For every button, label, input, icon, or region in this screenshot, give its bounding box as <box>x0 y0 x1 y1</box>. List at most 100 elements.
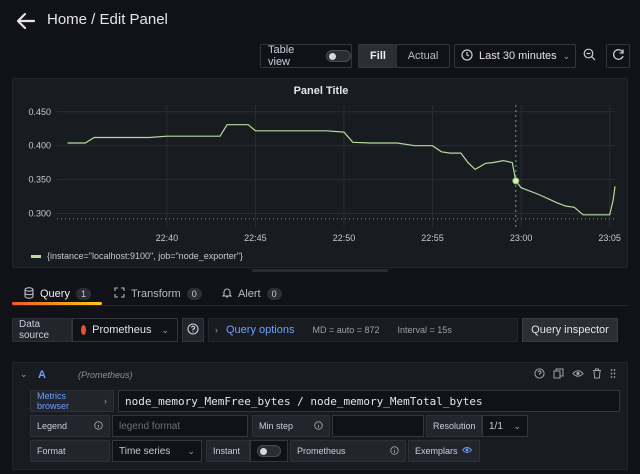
resolution-value: 1/1 <box>489 420 503 432</box>
x-tick-label: 22:40 <box>156 233 179 243</box>
bell-icon <box>221 287 233 301</box>
min-step-input[interactable] <box>332 415 424 437</box>
time-series-chart: 0.300 0.350 0.400 0.450 22:40 22:45 22:50 22:55… <box>28 105 621 243</box>
tab-query-label: Query <box>40 288 70 300</box>
time-range-picker[interactable]: Last 30 minutes ⌄ <box>454 44 576 68</box>
query-inspector-button[interactable]: Query inspector <box>522 318 618 342</box>
interval-text: Interval = 15s <box>397 325 452 335</box>
fill-button[interactable]: Fill <box>359 45 397 67</box>
query-actions <box>534 368 616 382</box>
query-header[interactable]: ⌄ A (Prometheus) <box>12 364 628 386</box>
info-circle-icon <box>94 420 103 432</box>
chart-legend[interactable]: {instance="localhost:9100", job="node_ex… <box>31 251 243 261</box>
drag-handle-icon[interactable] <box>610 368 616 382</box>
legend-placeholder: legend format <box>119 420 181 432</box>
chevron-down-icon: ⌄ <box>187 445 195 456</box>
legend-field-text: Legend <box>37 421 68 431</box>
datasource-label: Data source <box>12 318 72 342</box>
database-icon <box>24 286 34 302</box>
x-tick-label: 22:45 <box>244 233 267 243</box>
chevron-down-icon: ⌄ <box>562 50 571 61</box>
exemplars-label: Exemplars <box>408 440 480 462</box>
format-value: Time series <box>119 445 171 457</box>
tab-query-count: 1 <box>75 288 91 300</box>
tab-transform[interactable]: Transform 0 <box>114 282 202 306</box>
tab-transform-count: 0 <box>186 288 202 300</box>
chevron-down-icon: ⌄ <box>513 420 521 431</box>
query-expression: node_memory_MemFree_bytes / node_memory_… <box>125 394 483 408</box>
chevron-right-icon: › <box>215 325 218 335</box>
tab-query[interactable]: Query 1 <box>24 282 91 306</box>
clock-icon <box>461 48 473 64</box>
y-tick-label: 0.400 <box>28 141 51 151</box>
collapse-chevron-icon[interactable]: ⌄ <box>20 369 28 379</box>
y-tick-label: 0.350 <box>28 175 51 185</box>
legend-field-label: Legend <box>30 415 110 437</box>
x-tick-label: 23:05 <box>598 233 621 243</box>
time-range-label: Last 30 minutes <box>479 50 557 62</box>
active-tab-indicator <box>12 302 102 305</box>
series-line <box>67 124 616 216</box>
duplicate-icon[interactable] <box>553 368 564 382</box>
panel-preview: Panel Title 0.300 0.350 0.400 0.450 22:40 22:… <box>12 78 628 268</box>
query-options[interactable]: › Query options MD = auto = 872 Interval… <box>208 318 518 342</box>
metrics-browser-label: Metrics browser <box>37 391 70 411</box>
trash-icon[interactable] <box>592 368 602 382</box>
prometheus-type-text: Prometheus <box>297 446 346 456</box>
table-view-switch[interactable] <box>325 50 351 62</box>
back-arrow-icon[interactable] <box>14 10 38 32</box>
query-ref-id[interactable]: A <box>38 369 46 381</box>
resolution-label: Resolution <box>426 415 482 437</box>
y-tick-label: 0.300 <box>28 208 51 218</box>
help-icon[interactable] <box>534 368 545 382</box>
query-options-title: Query options <box>226 324 295 336</box>
query-datasource-name: (Prometheus) <box>77 370 133 380</box>
editor-tabs: Query 1 Transform 0 Alert 0 <box>12 282 628 306</box>
panel-title: Panel Title <box>293 85 349 97</box>
question-circle-icon <box>187 322 199 338</box>
min-step-text: Min step <box>259 421 294 431</box>
zoom-out-button[interactable] <box>578 44 600 68</box>
x-tick-label: 22:55 <box>421 233 444 243</box>
exemplars-text: Exemplars <box>415 446 458 456</box>
table-view-toggle[interactable]: Table view <box>260 44 352 68</box>
hover-data-point <box>512 177 520 185</box>
instant-label: Instant <box>206 440 250 462</box>
panel-resize-handle[interactable] <box>252 269 388 272</box>
datasource-help-button[interactable] <box>182 318 204 342</box>
fill-actual-switch: Fill Actual <box>358 44 450 68</box>
tab-alert[interactable]: Alert 0 <box>221 282 282 306</box>
x-tick-label: 22:50 <box>333 233 356 243</box>
max-data-points: MD = auto = 872 <box>312 325 380 335</box>
info-circle-icon <box>314 420 323 432</box>
prometheus-type-label: Prometheus <box>290 440 406 462</box>
tab-transform-label: Transform <box>131 288 181 300</box>
resolution-select[interactable]: 1/1 ⌄ <box>482 415 528 437</box>
tab-alert-count: 0 <box>266 288 282 300</box>
instant-toggle[interactable] <box>257 445 281 457</box>
transform-icon <box>114 287 125 301</box>
refresh-button[interactable] <box>606 44 630 68</box>
info-circle-icon <box>390 445 399 457</box>
format-label: Format <box>30 440 110 462</box>
datasource-picker[interactable]: Prometheus ⌄ <box>72 318 178 342</box>
table-view-label: Table view <box>268 44 295 68</box>
prometheus-logo-icon <box>81 325 87 335</box>
zoom-out-icon <box>583 48 596 64</box>
eye-icon[interactable] <box>572 368 584 382</box>
datasource-value: Prometheus <box>92 324 152 336</box>
min-step-label: Min step <box>252 415 330 437</box>
format-select[interactable]: Time series ⌄ <box>112 440 202 462</box>
instant-switch[interactable] <box>250 440 288 462</box>
legend-swatch <box>31 254 41 258</box>
chevron-right-icon: › <box>104 396 107 406</box>
metrics-browser-button[interactable]: Metrics browser › <box>30 390 114 412</box>
legend-input[interactable]: legend format <box>112 415 248 437</box>
eye-icon[interactable] <box>461 445 473 457</box>
y-tick-label: 0.450 <box>28 107 51 117</box>
query-expression-input[interactable]: node_memory_MemFree_bytes / node_memory_… <box>118 390 620 412</box>
chevron-down-icon: ⌄ <box>161 324 169 335</box>
legend-label: {instance="localhost:9100", job="node_ex… <box>47 251 243 261</box>
page-title: Home / Edit Panel <box>47 11 168 28</box>
actual-button[interactable]: Actual <box>407 50 439 62</box>
